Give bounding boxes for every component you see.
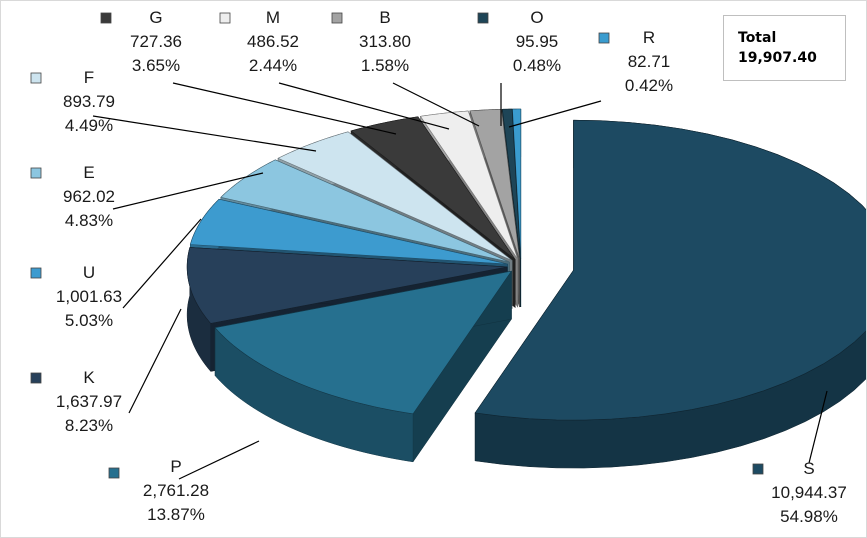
data-label-m-percent: 2.44% (249, 56, 297, 75)
data-label-b-name: B (379, 8, 390, 27)
legend-swatch-b (331, 12, 343, 24)
data-label-g-value: 727.36 (130, 32, 182, 51)
leader-line-b (392, 82, 480, 127)
legend-swatch-p (108, 467, 120, 479)
slice-s-top (474, 119, 866, 421)
legend-swatch-s (752, 463, 764, 475)
data-label-k-percent: 8.23% (65, 416, 113, 435)
slice-f-top (277, 131, 513, 261)
data-label-g-name: G (149, 8, 162, 27)
data-label-k-name: K (83, 368, 95, 387)
leader-line-m (278, 82, 450, 130)
leader-line-u (122, 218, 202, 309)
legend-swatch-m (219, 12, 231, 24)
data-label-o-value: 95.95 (516, 32, 559, 51)
labels-layer: S 10,944.37 54.98% P 2,761.28 13.87% K 1,637.97… (30, 8, 847, 526)
data-label-m-name: M (266, 8, 280, 27)
data-label-e-name: E (83, 163, 94, 182)
total-value: 19,907.40 (738, 50, 817, 66)
total-box: Total 19,907.40 (723, 15, 846, 81)
data-label-u-name: U (83, 263, 95, 282)
data-label-b-percent: 1.58% (361, 56, 409, 75)
slice-k-top (186, 247, 508, 324)
legend-swatch-e (30, 167, 42, 179)
data-label-u-value: 1,001.63 (56, 287, 122, 306)
total-label: Total (738, 30, 777, 46)
legend-swatch-k (30, 372, 42, 384)
leader-line-e (112, 172, 264, 210)
slice-r-top (512, 108, 522, 260)
data-label-e-value: 962.02 (63, 187, 115, 206)
data-label-r-name: R (643, 28, 655, 47)
legend-swatch-o (477, 12, 489, 24)
data-label-o-name: O (530, 8, 543, 27)
leader-line-s (808, 390, 828, 464)
data-label-s-percent: 54.98% (780, 507, 838, 526)
slice-o-top (502, 108, 521, 260)
slices-layer (186, 108, 866, 469)
legend-swatch-f (30, 72, 42, 84)
slice-b-top (469, 108, 520, 260)
leader-lines-layer (92, 82, 828, 480)
data-label-k-value: 1,637.97 (56, 392, 122, 411)
slice-s (474, 119, 866, 469)
data-label-s-name: S (803, 459, 814, 478)
slice-p (214, 270, 513, 463)
data-label-e-percent: 4.83% (65, 211, 113, 230)
data-label-m-value: 486.52 (247, 32, 299, 51)
leader-line-k (128, 308, 182, 414)
legend-swatch-g (100, 12, 112, 24)
data-label-u-percent: 5.03% (65, 311, 113, 330)
data-label-p-percent: 13.87% (147, 505, 205, 524)
legend-swatch-r (598, 32, 610, 44)
leader-line-r (508, 100, 602, 128)
leader-line-g (172, 82, 397, 135)
legend-swatch-u (30, 267, 42, 279)
data-label-p-value: 2,761.28 (143, 481, 209, 500)
data-label-b-value: 313.80 (359, 32, 411, 51)
slice-p-top (214, 270, 513, 415)
data-label-f-percent: 4.49% (65, 116, 113, 135)
data-label-o-percent: 0.48% (513, 56, 561, 75)
slice-m-top (419, 110, 519, 260)
data-label-s-value: 10,944.37 (771, 483, 847, 502)
leader-line-p (178, 440, 260, 480)
data-label-g-percent: 3.65% (132, 56, 180, 75)
data-label-r-percent: 0.42% (625, 76, 673, 95)
data-label-r-value: 82.71 (628, 52, 671, 71)
data-label-f-value: 893.79 (63, 92, 115, 111)
leader-line-f (92, 115, 317, 152)
slice-u-top (189, 198, 508, 265)
data-label-f-name: F (84, 68, 94, 87)
data-label-p-name: P (170, 457, 181, 476)
